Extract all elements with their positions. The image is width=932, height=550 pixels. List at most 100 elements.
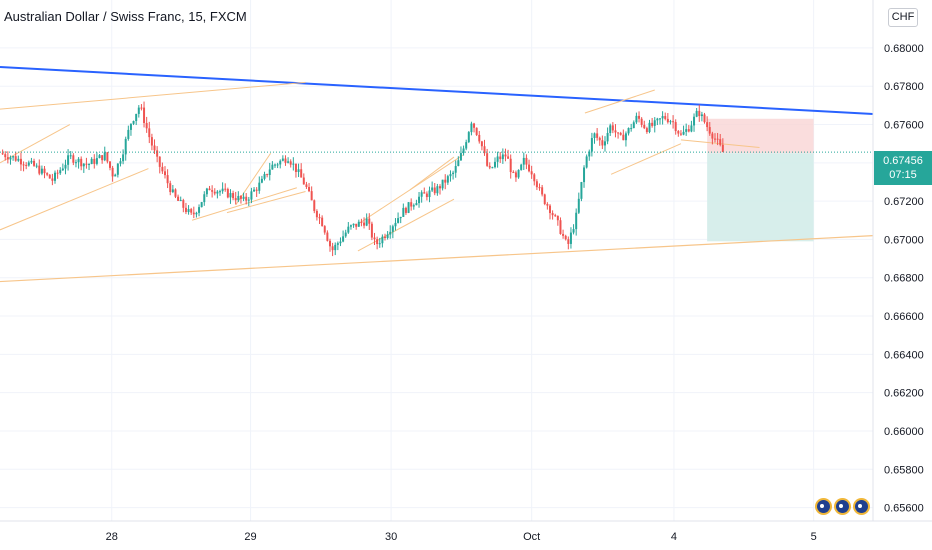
candle-body [349,225,352,227]
candle-body [383,236,386,238]
grid [0,0,873,521]
candle-body [598,137,601,141]
candle-body [601,140,604,146]
price-tick-label: 0.67800 [884,81,924,93]
candle-body [556,215,559,221]
candle-body [703,114,706,123]
candle-body [25,164,28,166]
candle-body [203,194,206,203]
candle-body [82,163,85,167]
candle-body [95,158,98,164]
candle-body [504,154,507,157]
candle-body [132,121,135,124]
australia-flag-icon[interactable] [853,498,870,515]
price-tick-label: 0.67000 [884,234,924,246]
last-price-tag: 0.67456 07:15 [874,151,932,185]
candle-body [297,169,300,173]
australia-flag-icon[interactable] [834,498,851,515]
candle-body [708,127,711,134]
candle-body [376,239,379,245]
candle-body [693,116,696,126]
candle-body [386,234,389,238]
candle-body [378,243,381,245]
candle-body [74,162,77,164]
candle-body [108,161,111,168]
price-tick-label: 0.66000 [884,426,924,438]
candle-body [27,162,30,166]
candle-body [619,133,622,135]
chart-title: Australian Dollar / Swiss Franc, 15, FXC… [4,9,247,24]
candle-body [593,133,596,139]
candle-body [166,175,169,184]
candle-body [609,125,612,133]
candle-body [323,226,326,233]
channel-line [0,81,306,110]
candle-body [302,177,305,185]
candle-body [373,237,376,240]
candle-body [174,189,177,197]
candle-body [30,160,33,163]
candle-body [467,132,470,143]
candle-body [454,166,457,173]
candle-body [425,193,428,198]
candle-body [528,164,531,172]
candle-body [590,138,593,152]
candle-body [33,160,36,166]
candle-body [407,202,410,213]
currency-unit-button[interactable]: CHF [888,8,918,27]
candle-body [318,217,321,219]
candle-body [562,233,565,236]
candle-body [69,155,72,157]
economic-events[interactable] [815,498,870,515]
candle-body [218,191,221,193]
candle-body [687,129,690,132]
candle-body [721,144,724,153]
candle-body [501,154,504,160]
candle-body [669,121,672,123]
candle-body [554,215,557,217]
candle-body [672,121,675,123]
candle-body [653,120,656,126]
candle-body [14,156,17,161]
candle-body [250,191,253,200]
candle-body [229,193,232,198]
candle-body [580,182,583,199]
candle-body [179,200,182,202]
candle-body [51,178,54,181]
candle-body [271,164,274,170]
candle-body [546,203,549,206]
price-tick-label: 0.66400 [884,349,924,361]
candle-body [213,191,216,194]
candle-body [226,189,229,198]
candle-body [279,160,282,165]
price-tick-label: 0.66200 [884,388,924,400]
candle-body [43,168,46,174]
price-tick-label: 0.66800 [884,273,924,285]
candle-body [624,133,627,141]
candle-body [606,132,609,142]
candle-body [276,164,279,166]
candle-body [239,195,242,199]
candle-body [88,164,91,166]
position-tool [707,118,814,242]
candle-body [658,118,661,120]
australia-flag-icon[interactable] [815,498,832,515]
candle-body [404,207,407,213]
candle-body [585,156,588,168]
candle-body [247,199,250,201]
candle-body [208,188,211,191]
candle-body [287,161,290,163]
candle-body [622,134,625,141]
candle-body [35,165,38,167]
channel-line [0,168,149,231]
candle-body [140,107,143,109]
candle-body [412,205,415,207]
candle-body [326,232,329,241]
candle-body [48,174,51,179]
candle-body [480,141,483,147]
candle-body [564,235,567,240]
candle-body [163,171,166,176]
candle-body [22,164,25,166]
candle-body [711,133,714,139]
